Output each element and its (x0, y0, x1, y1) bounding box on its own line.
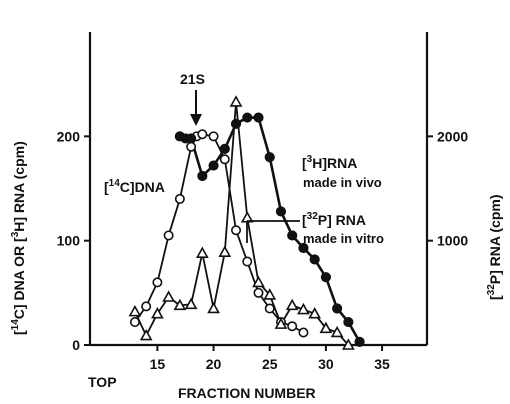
data-point-open-circle (129, 317, 140, 328)
x-tick-label: 15 (150, 356, 166, 372)
data-point-filled-circle (264, 152, 275, 163)
y-tick-label-right: 1000 (437, 233, 468, 249)
data-point-open-triangle (252, 275, 265, 288)
annotation-dna: [14C]DNA (104, 178, 165, 195)
annotation-21s-arrow-head (190, 114, 202, 126)
data-point-open-triangle (308, 307, 322, 319)
data-point-filled-circle (208, 160, 219, 171)
data-point-open-circle (174, 193, 185, 204)
data-point-filled-circle (320, 272, 331, 283)
x-tick-label: 25 (262, 356, 278, 372)
series-line-0 (134, 133, 304, 334)
y-tick-label-left: 200 (57, 128, 81, 144)
data-point-filled-circle (287, 230, 298, 241)
data-point-open-circle (197, 129, 208, 140)
data-point-filled-circle (253, 112, 264, 123)
data-point-open-circle (219, 154, 230, 165)
data-point-filled-circle (219, 143, 230, 154)
x-axis-label: FRACTION NUMBER (178, 385, 316, 401)
annotation-invivo-sub: made in vivo (303, 175, 382, 190)
data-point-open-triangle (342, 338, 355, 350)
x-tick-label: 35 (374, 356, 390, 372)
data-point-open-circle (242, 256, 253, 267)
data-point-open-triangle (218, 245, 232, 257)
data-point-open-triangle (184, 297, 198, 310)
data-point-filled-circle (230, 118, 242, 129)
data-point-open-triangle (195, 246, 209, 258)
y-tick-label-left: 0 (72, 337, 80, 353)
data-point-filled-circle (197, 170, 208, 182)
data-point-open-triangle (128, 304, 142, 317)
data-point-open-circle (163, 230, 174, 241)
annotation-invitro: [32P] RNA (302, 211, 366, 228)
data-point-open-circle (152, 277, 163, 288)
data-point-filled-circle (242, 112, 253, 123)
data-point-open-triangle (229, 95, 243, 107)
x-axis-top-label: TOP (88, 374, 117, 390)
data-point-open-circle (141, 301, 152, 312)
y-axis-label-right: [32P] RNA (cpm) (486, 195, 503, 301)
series-line-1 (179, 116, 361, 343)
data-point-open-circle (287, 321, 298, 332)
data-point-open-triangle (162, 290, 175, 302)
data-point-open-circle (186, 141, 197, 152)
data-point-open-circle (231, 225, 242, 236)
y-tick-label-right: 2000 (437, 128, 468, 144)
annotation-21s: 21S (180, 71, 205, 87)
data-point-open-triangle (207, 301, 220, 314)
data-point-open-circle (264, 303, 275, 314)
data-point-open-triangle (173, 298, 187, 311)
data-point-open-circle (298, 327, 309, 338)
data-point-open-triangle (274, 317, 288, 329)
data-point-filled-circle (298, 242, 309, 254)
x-tick-label: 30 (318, 356, 334, 372)
data-point-filled-circle (186, 133, 197, 144)
y-axis-label-left: [14C] DNA OR [3H] RNA (cpm) (10, 141, 27, 335)
data-point-open-triangle (319, 321, 333, 334)
x-tick-label: 20 (206, 356, 222, 372)
data-point-open-triangle (151, 307, 164, 319)
data-point-open-triangle (285, 298, 299, 311)
data-point-filled-circle (275, 206, 287, 217)
data-point-filled-circle (354, 336, 365, 347)
data-point-open-triangle (263, 288, 277, 300)
data-point-filled-circle (332, 303, 343, 314)
y-tick-label-left: 100 (57, 233, 81, 249)
data-point-open-triangle (297, 302, 310, 315)
annotation-invitro-sub: made in vitro (303, 231, 384, 246)
data-point-open-circle (253, 287, 264, 298)
series-marks (128, 95, 365, 350)
data-point-open-triangle (330, 325, 344, 338)
data-point-filled-circle (309, 254, 320, 265)
annotation-invivo: [3H]RNA (302, 154, 357, 171)
data-point-open-triangle (139, 328, 153, 341)
series-line-2 (134, 101, 350, 346)
data-point-open-circle (208, 131, 219, 142)
data-point-filled-circle (343, 316, 354, 328)
tick-group: 15 20 25 30 35 0 100 200 1000 2000 (57, 128, 469, 372)
